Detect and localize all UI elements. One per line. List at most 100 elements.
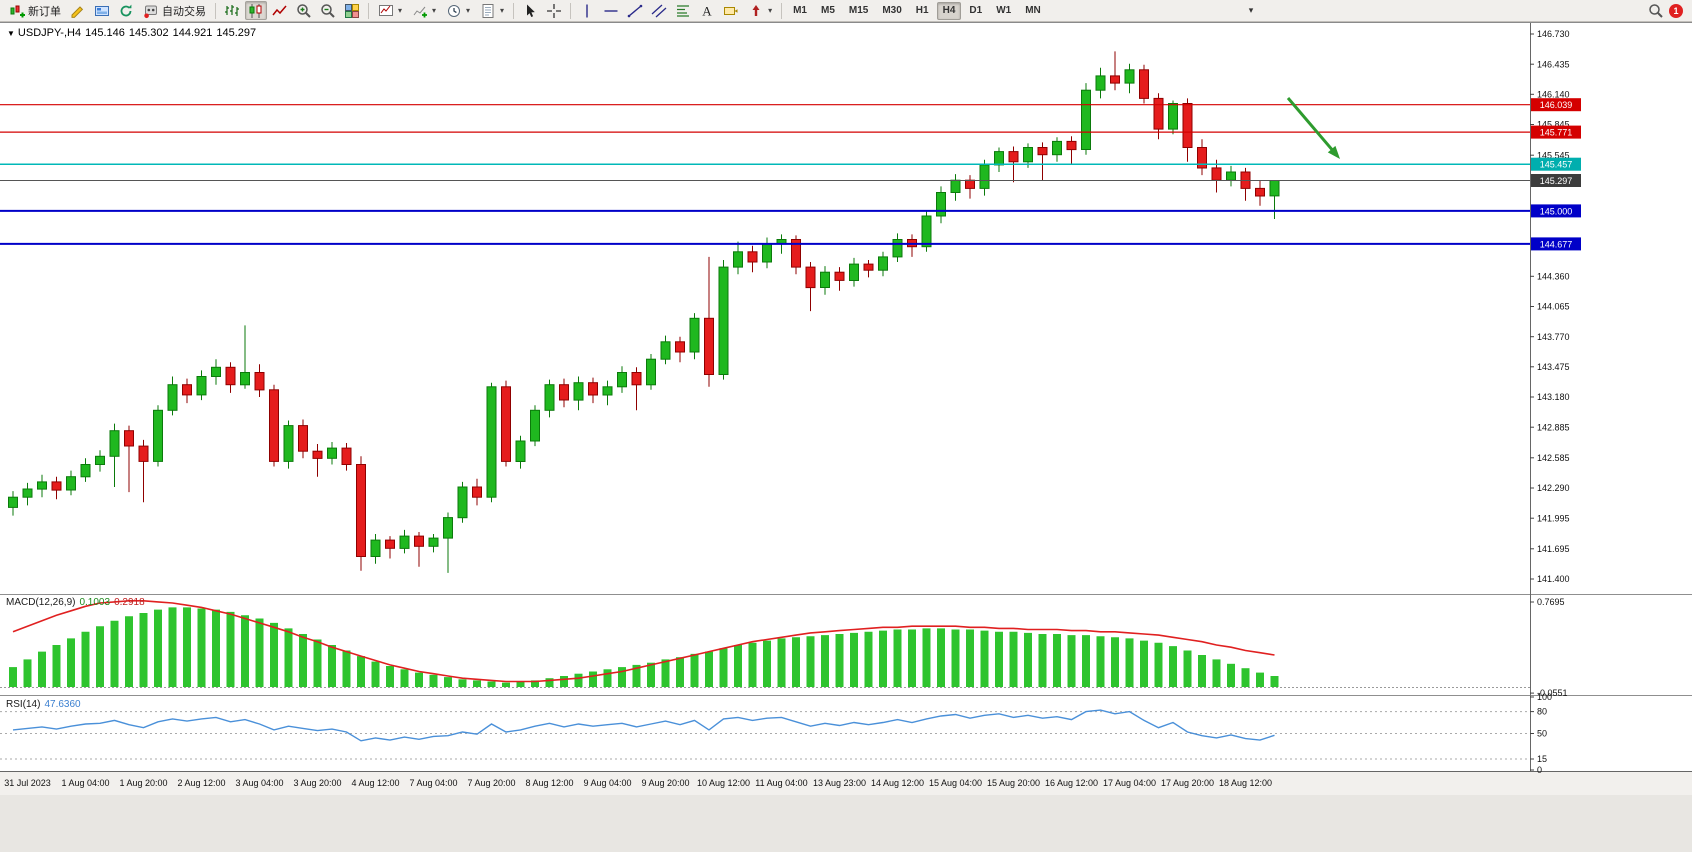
search-button[interactable] [1645,1,1667,20]
time-axis-label[interactable]: 15 Aug 20:00 [987,778,1040,788]
rsi-axis-label: 80 [1537,707,1547,717]
candle-body [834,271,845,281]
timeframe-m30-button[interactable]: M30 [876,2,907,20]
price-axis-label: 141.400 [1537,574,1570,584]
time-axis-label[interactable]: 7 Aug 04:00 [409,778,457,788]
timeframe-mn-button[interactable]: MN [1019,2,1047,20]
text-tool-button[interactable]: A [696,1,718,20]
horizontal-line-icon [603,3,619,19]
crosshair-icon [546,3,562,19]
cursor-button[interactable] [519,1,541,20]
candlestick-chart-button[interactable] [245,1,267,20]
time-axis-label[interactable]: 4 Aug 12:00 [351,778,399,788]
macd-axis-label: -0.0551 [1537,688,1568,698]
time-axis-label[interactable]: 10 Aug 12:00 [697,778,750,788]
time-axis-label[interactable]: 17 Aug 04:00 [1103,778,1156,788]
timeframe-m1-button[interactable]: M1 [787,2,813,20]
candle-body [240,372,250,386]
candle-body [254,372,265,391]
arrows-tool-button[interactable]: ▾ [744,1,776,20]
zoom-out-button[interactable] [317,1,339,20]
horizontal-lines [0,104,1530,245]
tile-windows-icon [344,3,360,19]
candle-body [37,481,47,490]
terminal-button[interactable] [91,1,113,20]
refresh-button[interactable] [115,1,137,20]
timeframe-h1-button[interactable]: H1 [910,2,935,20]
candle-body [225,366,236,386]
timeframe-m15-button[interactable]: M15 [843,2,874,20]
bar-chart-button[interactable] [221,1,243,20]
price-tags: 146.039 145.771 145.457 145.297 145.000 144.6… [1531,98,1581,251]
resistance-line-2-tag [1531,125,1581,139]
price-axis-label: 144.360 [1537,272,1570,282]
candle-body [704,317,714,375]
timeframe-m5-button[interactable]: M5 [815,2,841,20]
vertical-line-button[interactable] [576,1,598,20]
time-axis-label[interactable]: 1 Aug 20:00 [119,778,167,788]
timeframe-h4-button[interactable]: H4 [936,1,962,20]
time-axis-label[interactable]: 11 Aug 04:00 [755,778,807,788]
time-axis-label[interactable]: 3 Aug 04:00 [235,778,283,788]
candle-body [878,256,888,271]
candle-body [457,486,468,519]
crosshair-button[interactable] [543,1,565,20]
pivot-line-cyan-tag [1531,157,1581,171]
time-axis-label[interactable]: 14 Aug 12:00 [871,778,924,788]
indicators-button[interactable]: ▾ [408,1,440,20]
zoom-in-button[interactable] [293,1,315,20]
time-axis-label[interactable]: 7 Aug 20:00 [467,778,515,788]
time-axis-label[interactable]: 1 Aug 04:00 [61,778,109,788]
rsi-name: RSI(14) [6,699,41,710]
tile-windows-button[interactable] [341,1,363,20]
time-axis-label[interactable]: 3 Aug 20:00 [293,778,341,788]
candle-body [921,215,932,248]
metaeditor-button[interactable] [67,1,89,20]
candle-body [385,539,395,549]
time-axis-label[interactable]: 2 Aug 12:00 [177,778,225,788]
toolbar-overflow-icon[interactable]: ▾ [1248,5,1254,15]
time-axis-label[interactable]: 9 Aug 04:00 [583,778,631,788]
time-axis-label[interactable]: 18 Aug 12:00 [1219,778,1272,788]
new-chart-button[interactable]: ▾ [374,1,406,20]
candle-body [95,455,105,465]
candle-body [718,266,729,376]
line-chart-button[interactable] [269,1,291,20]
horizontal-line-button[interactable] [600,1,622,20]
new-order-button[interactable]: 新订单 [5,1,65,20]
candle-body [1197,147,1207,169]
toolbar-separator [368,2,369,19]
candle-body [124,430,134,447]
templates-button[interactable]: ▾ [476,1,508,20]
autotrade-button[interactable]: 自动交易 [139,1,210,20]
time-axis-label[interactable]: 16 Aug 12:00 [1045,778,1098,788]
time-axis-label[interactable]: 8 Aug 12:00 [525,778,573,788]
fibonacci-button[interactable] [672,1,694,20]
label-tool-button[interactable] [720,1,742,20]
time-axis-label[interactable]: 9 Aug 20:00 [641,778,689,788]
add-indicator-icon [412,3,428,19]
candle-body [1153,97,1164,130]
timeframe-d1-button[interactable]: D1 [963,2,988,20]
time-axis-label[interactable]: 13 Aug 23:00 [813,778,866,788]
trendline-button[interactable] [624,1,646,20]
timeframe-w1-button[interactable]: W1 [990,2,1017,20]
collapse-arrow-icon[interactable]: ▼ [7,29,15,38]
time-axis-label[interactable]: 17 Aug 20:00 [1161,778,1214,788]
main-toolbar: 新订单 自动交易 ▾ ▾ ▾ ▾ A ▾ M1 M5 M15 M30 H1 H4… [0,0,1692,22]
channel-button[interactable] [648,1,670,20]
trend-arrow-annotation[interactable] [1286,97,1340,159]
time-axis-label[interactable]: 31 Jul 2023 [4,778,51,788]
rsi-current-value: 47.6360 [44,699,81,710]
price-axis-label: 144.065 [1537,302,1570,312]
price-chart-canvas[interactable]: 146.730 146.435 146.140 145.845 145.545 144.3… [0,23,1692,795]
candle-body [8,496,18,508]
support-line-2-tag [1531,237,1581,251]
time-axis-label[interactable]: 15 Aug 04:00 [929,778,982,788]
rsi-axis-label: 100 [1537,692,1552,702]
price-axis-label: 142.885 [1537,422,1570,432]
price-axis-label: 142.290 [1537,483,1570,493]
chart-window[interactable]: 146.730 146.435 146.140 145.845 145.545 144.3… [0,22,1692,795]
notification-badge[interactable]: 1 [1669,3,1683,18]
periods-button[interactable]: ▾ [442,1,474,20]
